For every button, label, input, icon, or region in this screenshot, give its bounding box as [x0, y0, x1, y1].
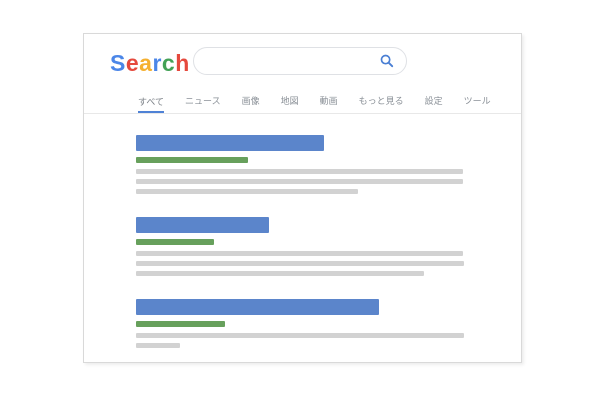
tab-all[interactable]: すべて [138, 95, 165, 113]
result-text-line [136, 189, 358, 194]
tab-more[interactable]: もっと見る [358, 96, 404, 106]
result-text-line [136, 169, 463, 174]
result-text-line [136, 333, 464, 338]
result-text-line [136, 179, 463, 184]
search-bar[interactable] [193, 47, 407, 75]
tab-images[interactable]: 画像 [241, 96, 260, 106]
browser-page-card: Search すべて ニュース 画像 地図 動画 もっと見る 設定 ツール [83, 33, 522, 363]
search-results [136, 135, 476, 371]
tab-settings[interactable]: 設定 [424, 96, 443, 106]
logo-letter: r [152, 50, 162, 76]
tab-maps[interactable]: 地図 [280, 96, 299, 106]
logo-letter: e [125, 50, 140, 76]
result-text-line [136, 271, 424, 276]
result-item [136, 135, 476, 194]
result-item [136, 299, 476, 348]
result-url-bar [136, 157, 248, 163]
result-text-line [136, 251, 463, 256]
logo-letter: c [161, 50, 176, 76]
result-item [136, 217, 476, 276]
search-logo: Search [110, 50, 190, 77]
logo-letter: S [110, 50, 126, 76]
result-title-bar[interactable] [136, 217, 269, 233]
search-input[interactable] [194, 48, 376, 74]
search-header: Search すべて ニュース 画像 地図 動画 もっと見る 設定 ツール [84, 34, 521, 114]
logo-letter: a [139, 50, 153, 76]
result-title-bar[interactable] [136, 135, 324, 151]
tab-videos[interactable]: 動画 [319, 96, 338, 106]
tab-tools[interactable]: ツール [463, 96, 491, 106]
result-url-bar [136, 321, 225, 327]
search-button[interactable] [376, 54, 406, 68]
logo-letter: h [175, 50, 190, 76]
result-text-line [136, 261, 464, 266]
result-text-line [136, 343, 180, 348]
magnifier-icon [380, 54, 394, 68]
tabs: すべて ニュース 画像 地図 動画 もっと見る 設定 ツール [138, 94, 491, 113]
result-title-bar[interactable] [136, 299, 379, 315]
result-url-bar [136, 239, 214, 245]
tab-news[interactable]: ニュース [185, 96, 221, 106]
